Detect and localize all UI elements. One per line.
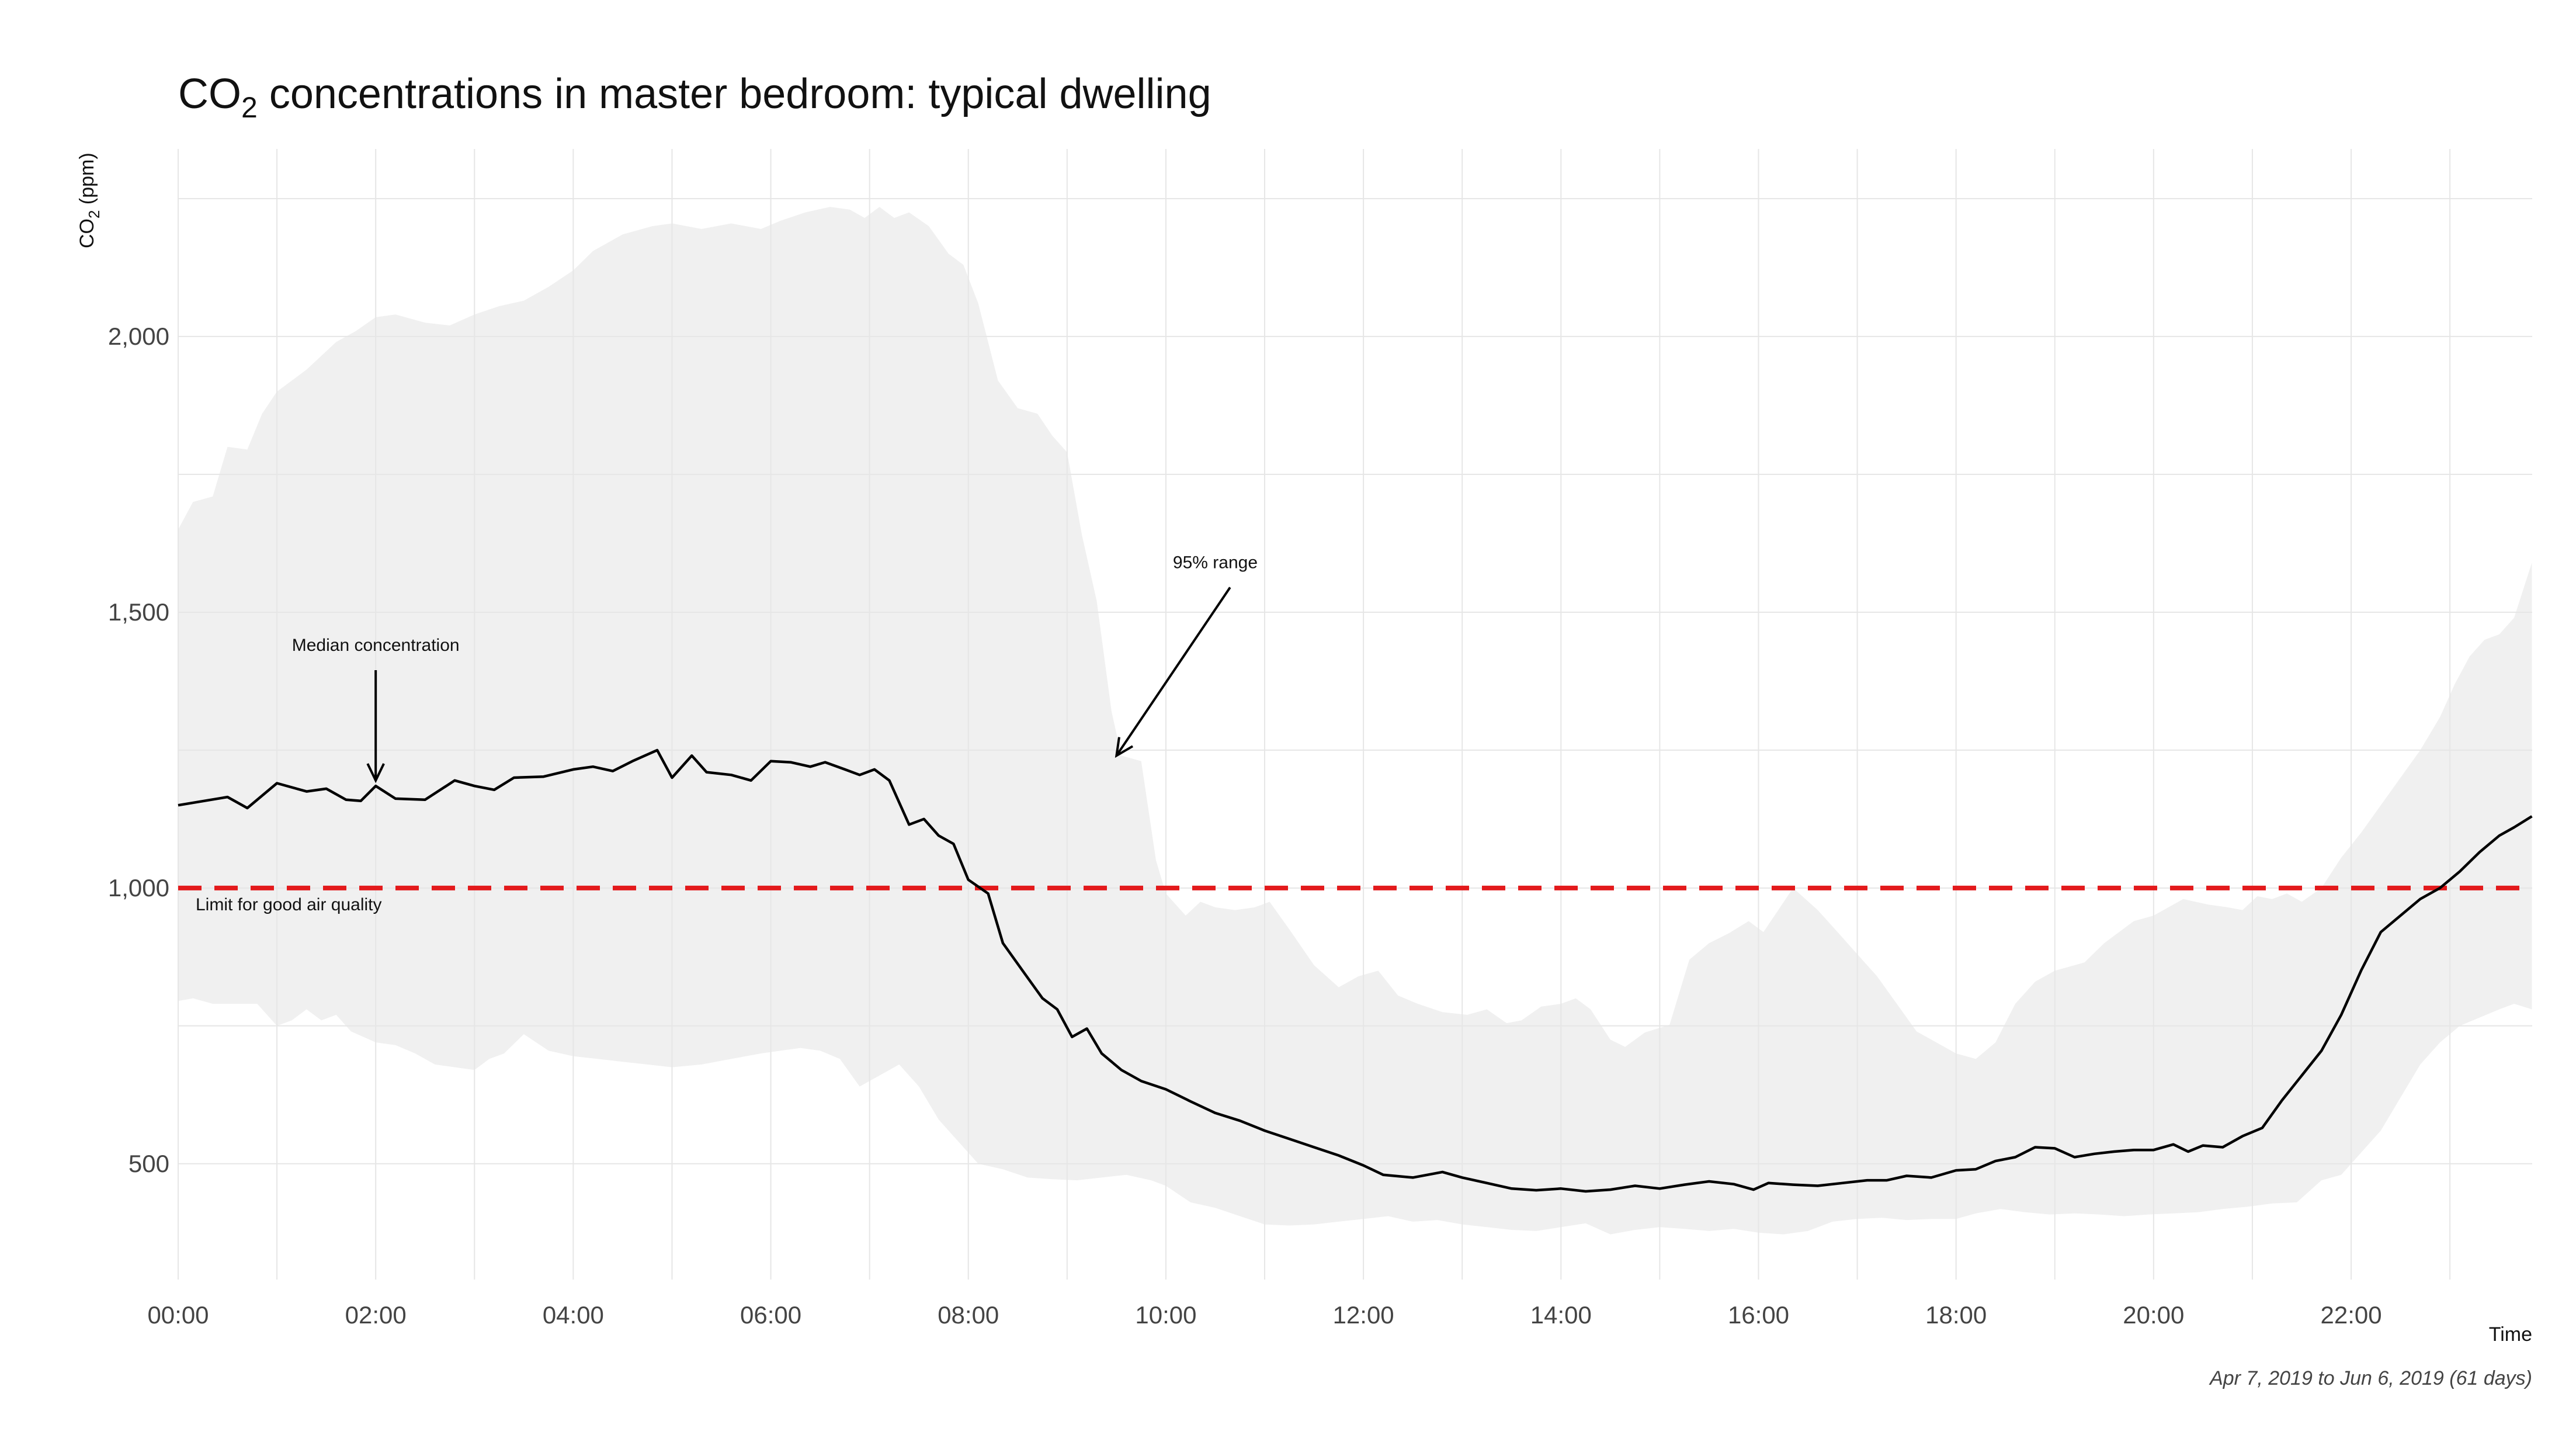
x-tick-label: 06:00	[740, 1301, 801, 1329]
x-tick-label: 14:00	[1530, 1301, 1592, 1329]
y-axis-title: CO2 (ppm)	[76, 152, 103, 248]
x-tick-label: 10:00	[1135, 1301, 1196, 1329]
x-tick-label: 16:00	[1728, 1301, 1789, 1329]
x-axis-title: Time	[2489, 1323, 2532, 1346]
x-tick-label: 08:00	[938, 1301, 999, 1329]
plot-area: Limit for good air quality 500 1,000 1,500 2…	[108, 149, 2533, 1329]
y-tick-label: 2,000	[108, 323, 169, 350]
y-tick-label: 1,000	[108, 874, 169, 902]
annotation-arrow-1	[1115, 587, 1231, 757]
annotation-label-0: Median concentration	[292, 636, 460, 655]
chart-title: CO2 concentrations in master bedroom: ty…	[178, 71, 1211, 124]
y-tick-label: 500	[129, 1150, 169, 1177]
range-band	[178, 207, 2532, 1235]
x-tick-label: 20:00	[2123, 1301, 2184, 1329]
x-tick-label: 12:00	[1333, 1301, 1394, 1329]
annotation-arrowhead-0	[366, 763, 385, 784]
annotation-arrowhead-1	[1115, 737, 1134, 758]
limit-label: Limit for good air quality	[196, 895, 382, 914]
x-tick-label: 04:00	[543, 1301, 604, 1329]
caption: Apr 7, 2019 to Jun 6, 2019 (61 days)	[2209, 1367, 2532, 1389]
y-tick-label: 1,500	[108, 598, 169, 626]
x-tick-label: 18:00	[1925, 1301, 1987, 1329]
annotation-label-1: 95% range	[1173, 553, 1258, 572]
x-tick-label: 22:00	[2320, 1301, 2381, 1329]
x-tick-label: 00:00	[147, 1301, 209, 1329]
median-line	[178, 748, 2533, 1193]
x-tick-label: 02:00	[345, 1301, 407, 1329]
